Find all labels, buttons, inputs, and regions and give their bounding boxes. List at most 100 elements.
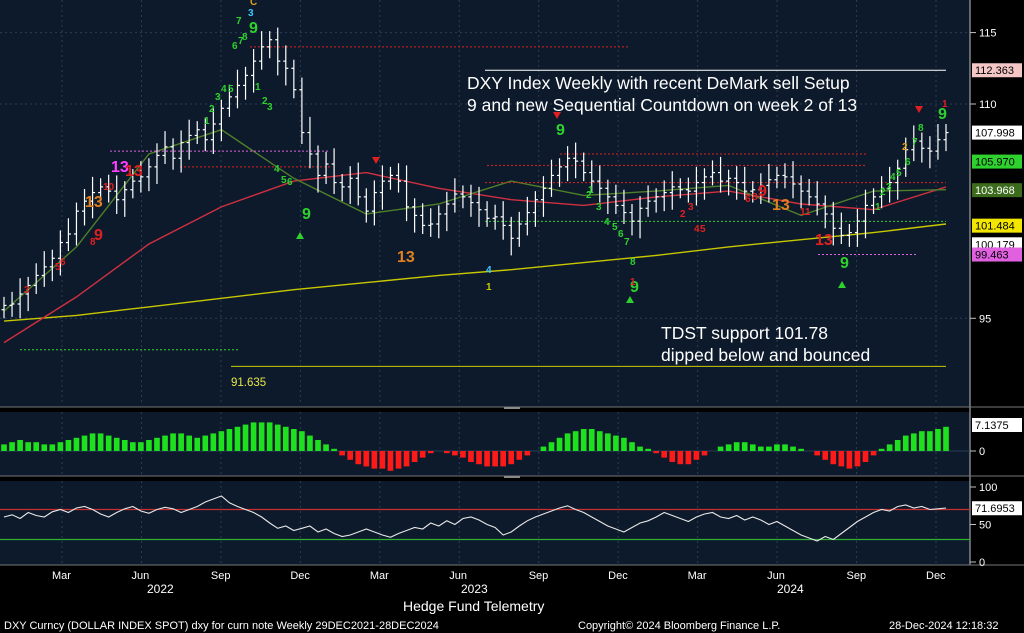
td-count-label: 1	[588, 185, 594, 196]
price-bar	[838, 212, 844, 244]
price-bar	[243, 66, 249, 100]
price-bar	[396, 163, 402, 193]
price-bar	[548, 159, 554, 197]
td-count-label: 13	[125, 163, 143, 180]
td-count-label: 2	[902, 142, 908, 153]
price-bar	[436, 205, 442, 239]
price-tag-label: 107.998	[975, 128, 1015, 140]
macd-histogram-bar	[701, 451, 708, 456]
price-tag-label: 103.968	[975, 185, 1015, 197]
macd-histogram-bar	[629, 442, 635, 451]
price-bar	[331, 148, 337, 194]
macd-histogram-bar	[733, 442, 740, 451]
price-axis	[970, 0, 1024, 565]
td-count-label: 4	[694, 224, 700, 235]
macd-histogram-bar	[113, 437, 120, 451]
price-bar	[347, 166, 353, 204]
td-count-label: 9	[758, 183, 767, 200]
td-count-label: 3	[267, 102, 273, 113]
price-bar	[734, 166, 740, 200]
td-count-label: 7	[238, 36, 244, 47]
price-bar	[299, 77, 305, 144]
macd-histogram-bar	[274, 424, 281, 451]
price-tag-label: 99.463	[975, 250, 1009, 262]
price-bar	[371, 180, 377, 226]
macd-histogram-bar	[146, 440, 152, 451]
price-bar	[661, 180, 667, 212]
support-level-label: 91.635	[231, 377, 266, 389]
price-bar	[234, 69, 240, 109]
td-count-label: 8	[90, 237, 96, 248]
price-tag-box	[972, 247, 1022, 262]
price-bar	[339, 174, 345, 202]
price-bar	[718, 156, 724, 193]
price-bar	[379, 165, 385, 210]
price-bar	[428, 208, 434, 237]
price-bar	[766, 164, 772, 203]
rsi-tag-label: 71.6953	[975, 503, 1015, 515]
macd-histogram-bar	[81, 435, 88, 451]
macd-histogram-bar	[637, 446, 643, 451]
price-bar	[98, 178, 104, 202]
macd-histogram-bar	[444, 451, 450, 454]
price-bar	[798, 175, 804, 209]
price-bar	[460, 185, 466, 209]
price-bar	[565, 146, 571, 182]
macd-histogram-bar	[427, 451, 434, 454]
td-count-label: 2	[680, 209, 686, 220]
td-count-label: 6	[232, 41, 238, 52]
macd-histogram-bar	[685, 451, 692, 465]
macd-histogram-bar	[814, 451, 821, 456]
x-tick-label: Dec	[290, 570, 310, 582]
td-count-label: 4	[274, 164, 280, 175]
macd-tag-label: 7.1375	[975, 420, 1009, 432]
price-bar	[114, 175, 120, 214]
price-tag-box	[972, 154, 1022, 169]
price-bar	[49, 249, 55, 282]
macd-histogram-bar	[395, 451, 402, 469]
price-bar	[476, 186, 482, 227]
macd-histogram-bar	[492, 451, 498, 467]
price-bar	[259, 31, 265, 70]
macd-histogram-bar	[878, 448, 885, 451]
footer-security-info: DXY Curncy (DOLLAR INDEX SPOT) dxy for c…	[4, 620, 439, 632]
rsi-axis-label: 50	[979, 520, 991, 532]
price-tag-label: 101.484	[975, 221, 1015, 233]
x-tick-label: Jun	[449, 570, 467, 582]
x-tick-label: Mar	[52, 570, 71, 582]
macd-histogram-bar	[218, 431, 225, 451]
price-tag-box	[972, 63, 1022, 78]
macd-histogram-bar	[387, 451, 394, 471]
macd-histogram-bar	[347, 451, 354, 460]
macd-histogram-bar	[935, 429, 941, 451]
price-bar	[57, 230, 63, 276]
price-bar	[911, 125, 917, 162]
macd-histogram-bar	[97, 433, 104, 451]
macd-histogram-bar	[379, 451, 386, 469]
macd-histogram-bar	[403, 451, 410, 467]
macd-histogram-bar	[250, 422, 257, 451]
td-count-label: 3	[688, 202, 694, 213]
price-bar	[162, 131, 168, 164]
splitter-handle[interactable]	[504, 407, 520, 409]
macd-histogram-bar	[419, 451, 426, 458]
price-tick-label: 95	[979, 313, 991, 325]
macd-histogram-bar	[886, 444, 893, 451]
macd-histogram-bar	[870, 451, 877, 456]
price-bar	[693, 166, 699, 206]
price-bar	[814, 181, 820, 216]
macd-histogram-bar	[468, 451, 474, 462]
splitter-handle[interactable]	[504, 476, 520, 478]
macd-histogram-bar	[516, 451, 523, 460]
td-count-label: 9	[630, 279, 639, 296]
td-count-label: 9	[938, 106, 947, 123]
macd-histogram-bar	[138, 442, 144, 451]
td-count-label: 13	[397, 249, 415, 266]
x-tick-label: Jun	[767, 570, 785, 582]
price-bar	[758, 173, 764, 204]
footer-timestamp: 28-Dec-2024 12:18:32	[889, 620, 998, 632]
macd-histogram-bar	[202, 435, 209, 451]
price-bar	[887, 166, 893, 203]
td-count-label: 4	[221, 84, 227, 95]
macd-histogram-bar	[162, 435, 168, 451]
